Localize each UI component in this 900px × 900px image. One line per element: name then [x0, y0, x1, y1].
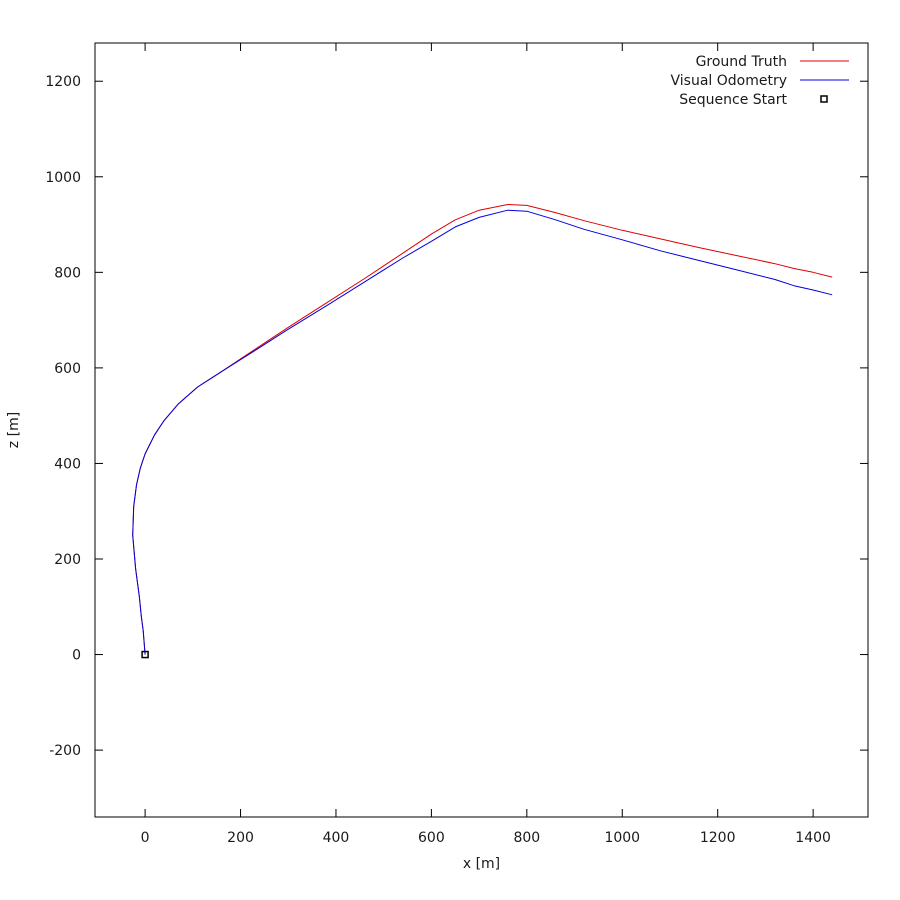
plot-frame: [94, 42, 869, 818]
y-tick-label: 1200: [45, 74, 81, 90]
x-tick-label: 1400: [795, 830, 831, 846]
legend: Ground Truth Visual Odometry Sequence Star…: [671, 54, 849, 108]
y-axis-label: z [m]: [6, 412, 22, 448]
x-tick-label: 200: [227, 830, 254, 846]
y-tick-label: 800: [54, 265, 81, 281]
axis-ticks: 0 200 400 600 800 1000 1200 1400 -200 0 200 400 600 8…: [45, 43, 868, 846]
y-tick-label: 400: [54, 456, 81, 472]
y-tick-label: 0: [72, 648, 81, 664]
x-tick-label: 400: [323, 830, 350, 846]
plot-area: [132, 204, 833, 659]
visual-odometry-line: [132, 209, 833, 655]
x-tick-label: 1200: [700, 830, 736, 846]
legend-label-sequence-start: Sequence Start: [679, 92, 787, 108]
y-tick-label: -200: [49, 743, 81, 759]
x-axis-label: x [m]: [463, 856, 500, 872]
y-tick-label: 200: [54, 552, 81, 568]
x-tick-label: 600: [418, 830, 445, 846]
y-tick-label: 1000: [45, 170, 81, 186]
x-tick-label: 1000: [604, 830, 640, 846]
sequence-start-marker: [141, 650, 149, 659]
x-tick-label: 0: [141, 830, 150, 846]
x-tick-label: 800: [513, 830, 540, 846]
legend-label-visual-odometry: Visual Odometry: [671, 73, 788, 89]
legend-swatch-sequence-start: [820, 95, 828, 103]
y-tick-label: 600: [54, 361, 81, 377]
legend-label-ground-truth: Ground Truth: [696, 54, 787, 70]
